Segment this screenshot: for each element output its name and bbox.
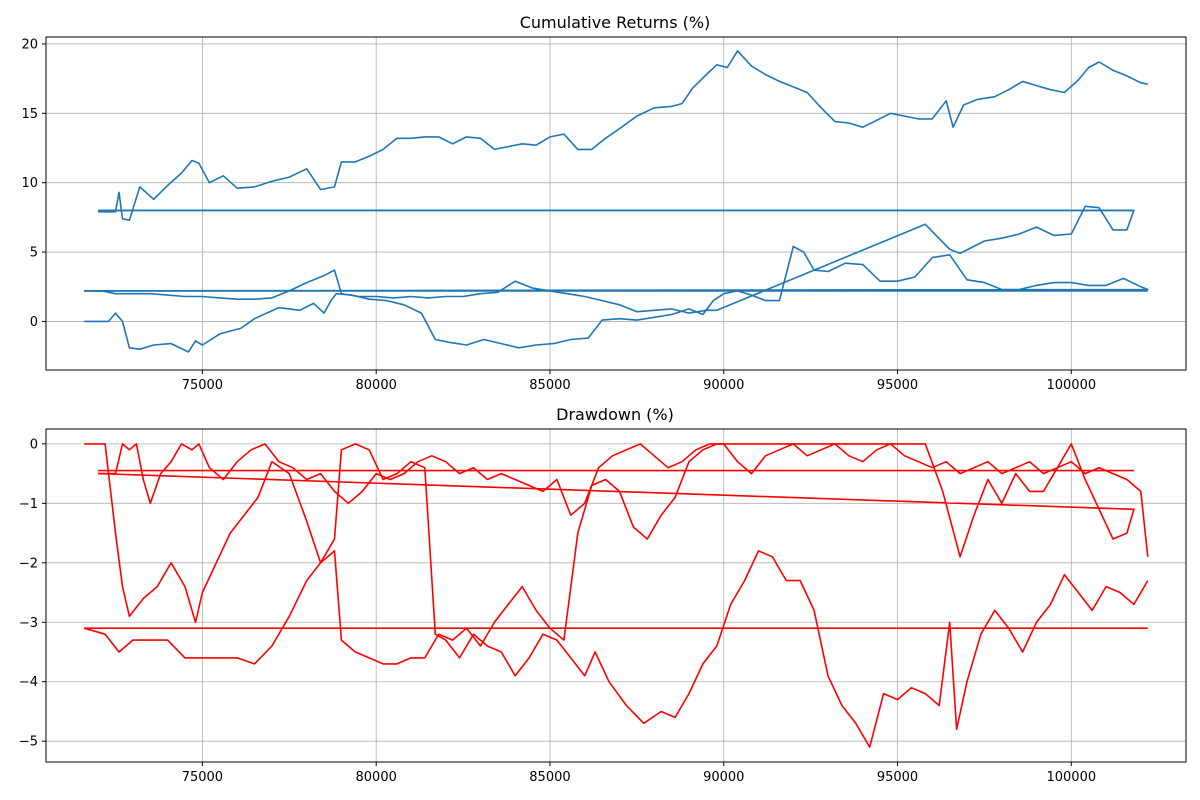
y-tick-label: −5 [19, 735, 38, 750]
drawdown-chart: Drawdown (%) 75000 80000 85000 90000 95000 10… [19, 405, 1187, 785]
series-line-1 [83, 443, 1135, 665]
axes-frame [45, 428, 1187, 763]
y-tick-label: −3 [19, 616, 38, 631]
y-tick-label: 15 [21, 107, 38, 122]
y-tick-label: 0 [30, 315, 38, 330]
x-tick-label: 95000 [877, 378, 918, 393]
y-tick-label: 10 [21, 176, 38, 191]
chart-title-cumulative-returns: Cumulative Returns (%) [520, 13, 711, 32]
series-line-0 [84, 443, 1149, 748]
series-line-1 [84, 205, 1135, 314]
series-line-2 [98, 443, 1149, 557]
x-tick-label: 80000 [356, 770, 397, 785]
y-tick-label: −4 [19, 675, 38, 690]
x-tick-label: 75000 [182, 770, 223, 785]
x-tick-label: 85000 [529, 378, 570, 393]
y-tick-label: 5 [30, 246, 38, 261]
x-tick-label: 90000 [703, 378, 744, 393]
x-tick-label: 85000 [529, 770, 570, 785]
axes-frame [45, 36, 1187, 371]
x-tick-label: 100000 [1046, 770, 1096, 785]
y-tick-label: 0 [30, 437, 38, 452]
x-tick-label: 90000 [703, 770, 744, 785]
cumulative-returns-chart: Cumulative Returns (%) 75000 80000 85000 90… [21, 13, 1187, 393]
series-line-2 [98, 50, 1148, 221]
chart-title-drawdown: Drawdown (%) [556, 405, 674, 424]
series-line-0 [84, 245, 1149, 353]
y-tick-label: 20 [21, 37, 38, 52]
x-tick-label: 80000 [356, 378, 397, 393]
x-tick-label: 95000 [877, 770, 918, 785]
x-tick-label: 100000 [1046, 378, 1096, 393]
x-tick-label: 75000 [182, 378, 223, 393]
y-tick-label: −2 [19, 556, 38, 571]
y-tick-label: −1 [19, 497, 38, 512]
